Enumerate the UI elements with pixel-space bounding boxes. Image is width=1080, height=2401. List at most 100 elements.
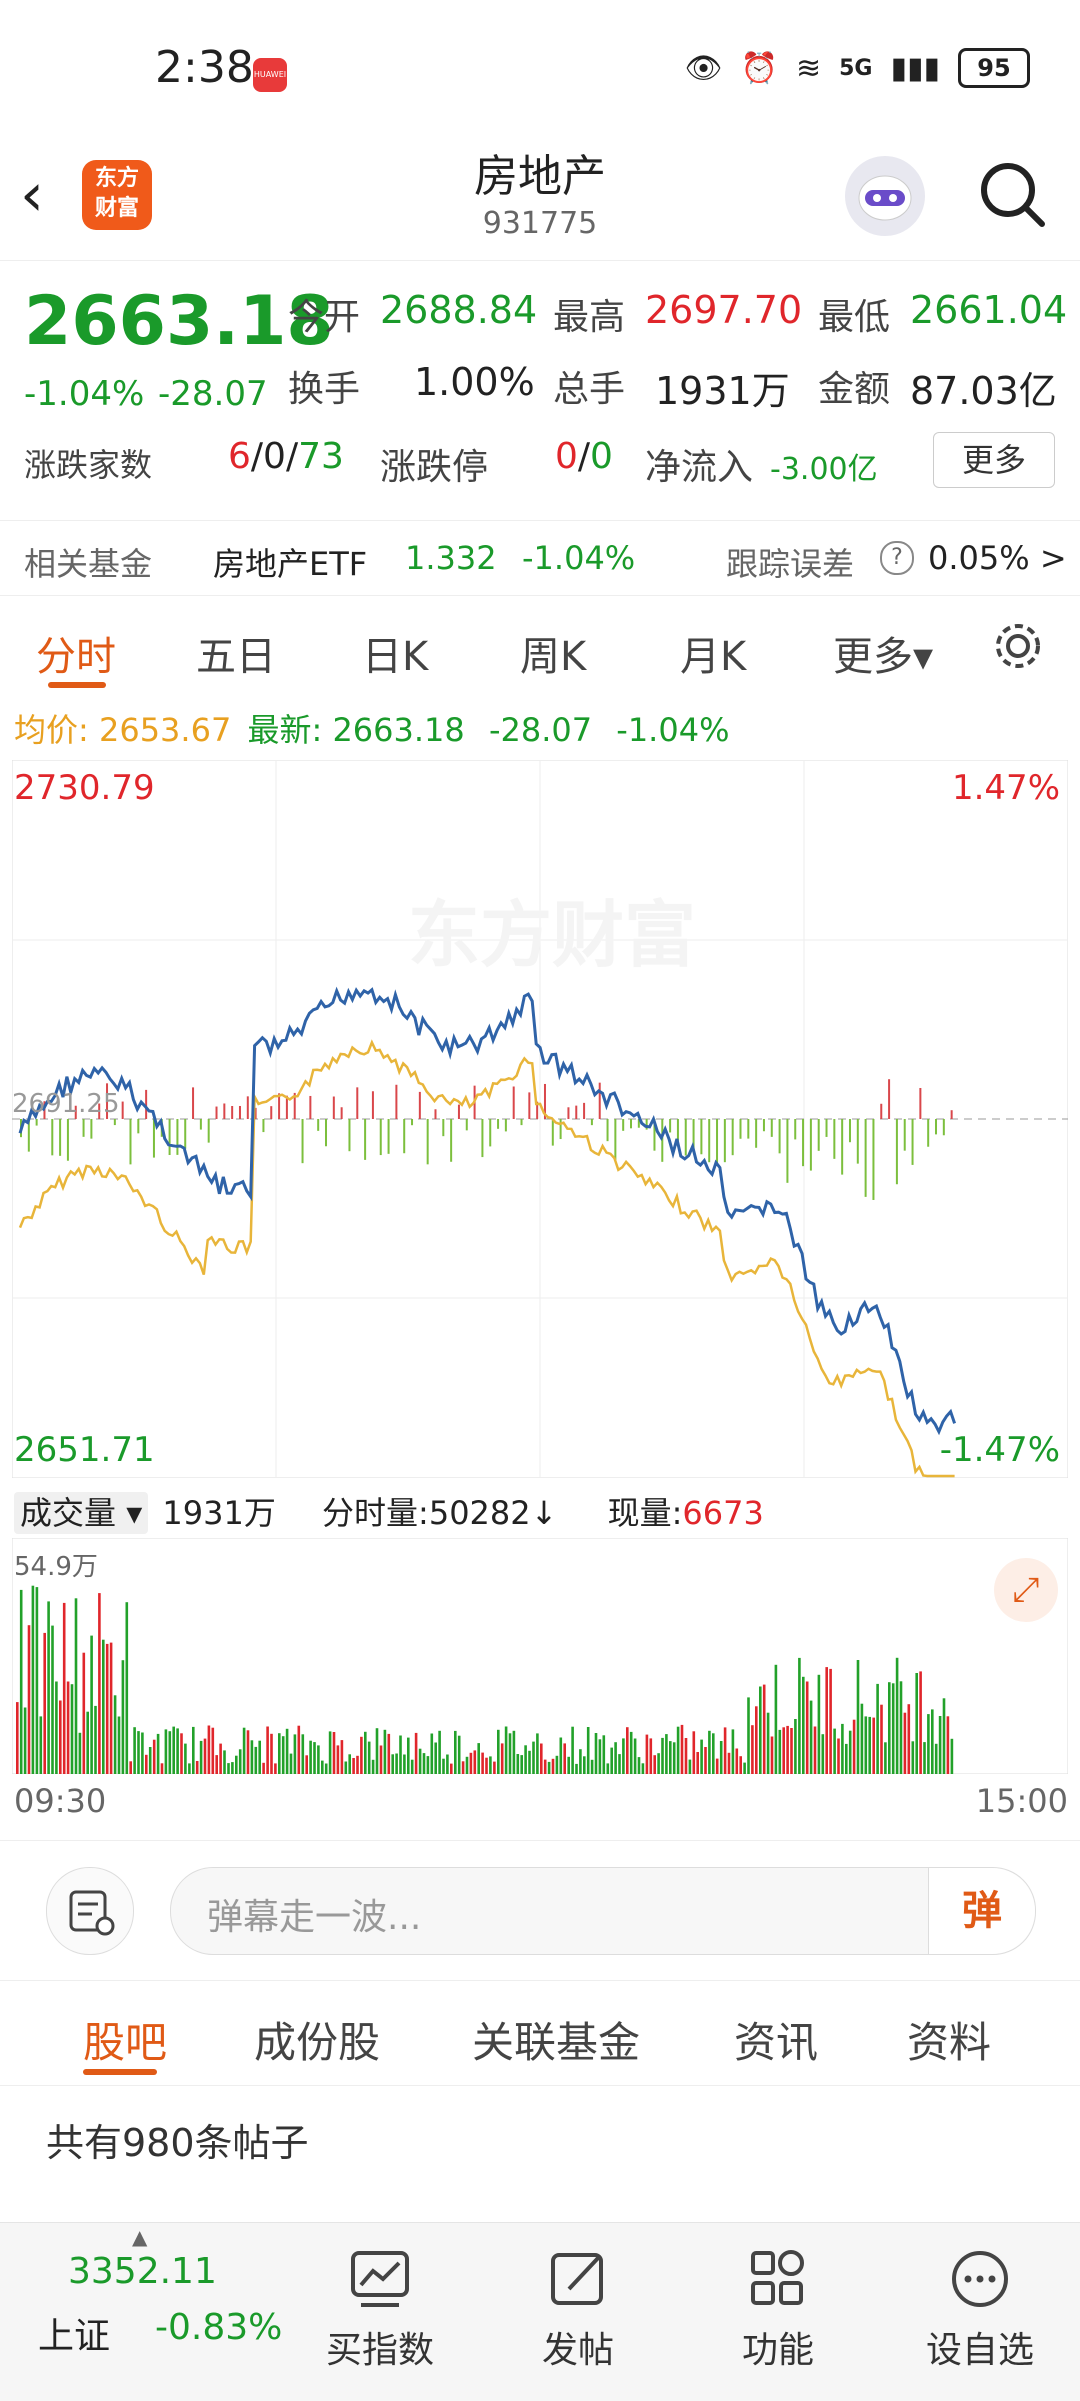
flow-bar bbox=[708, 1119, 711, 1163]
volume-chart: 54.9万 ⤢ bbox=[11, 1537, 1069, 1775]
open-label: 今开 bbox=[288, 297, 361, 338]
flow-bar bbox=[434, 1109, 437, 1119]
volume-bar bbox=[637, 1757, 641, 1774]
buy-index-button[interactable]: 买指数 bbox=[315, 2247, 445, 2373]
volume-bar bbox=[536, 1733, 539, 1774]
danmu-settings-icon[interactable] bbox=[46, 1867, 134, 1955]
volume-bar bbox=[211, 1727, 215, 1774]
flow-bar bbox=[551, 1119, 554, 1146]
volume-bar bbox=[551, 1758, 555, 1774]
volume-bar bbox=[125, 1602, 129, 1774]
volume-bar bbox=[649, 1738, 653, 1774]
flow-bar bbox=[872, 1119, 875, 1200]
danmu-input[interactable]: 弹幕走一波... 弹 bbox=[170, 1867, 1036, 1955]
volume-bar bbox=[180, 1733, 183, 1774]
volume-bar bbox=[105, 1643, 109, 1774]
time-axis: 09:30 15:00 bbox=[14, 1782, 1068, 1820]
flow-bar bbox=[833, 1119, 836, 1159]
flow-bar bbox=[856, 1119, 859, 1164]
volume-bar bbox=[946, 1716, 950, 1774]
flow-bar bbox=[512, 1086, 515, 1119]
flow-bar bbox=[935, 1119, 938, 1135]
flow-bar bbox=[325, 1119, 328, 1147]
intraday-chart[interactable]: 东方财富 2691.25 2730.79 1.47% 2651.71 -1.47… bbox=[11, 759, 1069, 1479]
expand-icon[interactable]: ⤢ bbox=[994, 1558, 1058, 1622]
volume-bar bbox=[743, 1762, 746, 1774]
flow-bar bbox=[903, 1119, 906, 1151]
index-value: 3352.11 bbox=[68, 2251, 217, 2292]
volume-bar bbox=[410, 1759, 414, 1774]
volume-bar bbox=[117, 1716, 121, 1774]
tab-news[interactable]: 资讯 bbox=[734, 2018, 819, 2067]
tab-related-funds[interactable]: 关联基金 bbox=[472, 2018, 641, 2067]
volume-bar bbox=[23, 1707, 27, 1774]
volume-bar bbox=[321, 1760, 324, 1774]
tab-intraday[interactable]: 分时 bbox=[36, 634, 116, 680]
add-watchlist-button[interactable]: 设自选 bbox=[915, 2247, 1045, 2373]
help-icon[interactable]: ? bbox=[880, 541, 914, 575]
flow-bar bbox=[270, 1106, 273, 1119]
tab-more[interactable]: 更多▾ bbox=[833, 634, 934, 680]
volume-bar bbox=[715, 1758, 719, 1774]
functions-button[interactable]: 功能 bbox=[713, 2247, 843, 2373]
tab-profile[interactable]: 资料 bbox=[907, 2018, 992, 2067]
volume-bar bbox=[829, 1668, 832, 1774]
volume-bar bbox=[473, 1750, 477, 1774]
flow-bar bbox=[82, 1119, 85, 1137]
volume-bar bbox=[317, 1745, 320, 1774]
more-button[interactable]: 更多 bbox=[933, 432, 1055, 488]
flow-bar bbox=[442, 1119, 445, 1137]
flow-bar bbox=[489, 1119, 492, 1147]
volume-label: 成交量 bbox=[20, 1494, 117, 1532]
volume-bar bbox=[606, 1763, 610, 1774]
flow-bar bbox=[465, 1119, 468, 1131]
flow-bar bbox=[575, 1105, 578, 1119]
volume-bar bbox=[242, 1727, 246, 1774]
settings-gear-icon[interactable] bbox=[990, 618, 1046, 684]
volume-bar bbox=[719, 1741, 723, 1774]
related-fund-row[interactable]: 相关基金 房地产ETF 1.332 -1.04% 跟踪误差 ? 0.05% > bbox=[0, 520, 1080, 596]
danmu-send-button[interactable]: 弹 bbox=[928, 1868, 1035, 1954]
flat-count: 0 bbox=[263, 436, 286, 477]
flow-bar bbox=[340, 1107, 343, 1119]
volume-bar bbox=[833, 1728, 836, 1774]
quote-panel: 2663.18 -1.04% -28.07 今开 2688.84 最高 2697… bbox=[0, 262, 1080, 562]
fund-name[interactable]: 房地产ETF bbox=[213, 545, 368, 583]
tab-constituents[interactable]: 成份股 bbox=[254, 2018, 381, 2067]
chart-icon bbox=[345, 2247, 415, 2311]
volume-chart-svg bbox=[11, 1537, 1069, 1775]
volume-bar bbox=[98, 1593, 101, 1774]
volume-bar bbox=[121, 1660, 125, 1774]
volume-bar bbox=[59, 1700, 62, 1774]
tab-weekly-k[interactable]: 周K bbox=[520, 634, 587, 680]
volume-bar bbox=[231, 1762, 234, 1774]
volume-bar bbox=[27, 1625, 31, 1774]
tab-daily-k[interactable]: 日K bbox=[362, 634, 429, 680]
volume-bar bbox=[129, 1761, 132, 1774]
tab-five-day[interactable]: 五日 bbox=[196, 634, 276, 680]
volume-bar bbox=[489, 1756, 492, 1774]
volume-bar bbox=[641, 1763, 645, 1774]
volume-dropdown[interactable]: 成交量 ▾ bbox=[14, 1492, 149, 1534]
volume-bar bbox=[938, 1716, 942, 1774]
flow-bar bbox=[35, 1119, 38, 1126]
back-icon[interactable]: ‹ bbox=[20, 160, 44, 230]
search-icon[interactable] bbox=[978, 160, 1045, 227]
assistant-robot-icon[interactable] bbox=[845, 156, 925, 236]
flow-bar bbox=[74, 1105, 77, 1119]
index-ticker[interactable]: ▲ 3352.11 上证 -0.83% bbox=[0, 2223, 290, 2401]
volume-bar bbox=[340, 1740, 344, 1774]
tab-monthly-k[interactable]: 月K bbox=[680, 634, 747, 680]
volume-bar bbox=[184, 1743, 187, 1774]
volume-bar bbox=[94, 1705, 97, 1774]
volume-bar bbox=[700, 1739, 703, 1774]
post-button[interactable]: 发帖 bbox=[513, 2247, 643, 2373]
volume-bar bbox=[207, 1725, 211, 1774]
tab-forum[interactable]: 股吧 bbox=[83, 2018, 168, 2067]
volume-bar bbox=[152, 1739, 156, 1774]
volume-bar bbox=[669, 1741, 672, 1774]
down-count: 73 bbox=[298, 436, 344, 477]
period-tabs: 分时 五日 日K 周K 月K 更多▾ bbox=[0, 600, 1080, 700]
flow-bar bbox=[371, 1091, 374, 1119]
volume-bar bbox=[434, 1742, 437, 1774]
